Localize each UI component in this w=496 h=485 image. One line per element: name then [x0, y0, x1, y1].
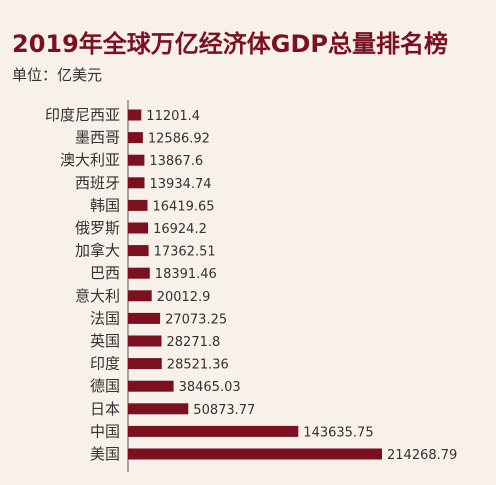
value-label-14: 143635.75	[303, 425, 373, 440]
value-label-11: 28521.36	[167, 358, 229, 373]
value-label-12: 38465.03	[179, 380, 241, 395]
category-label-2: 澳大利亚	[60, 151, 120, 169]
value-label-8: 20012.9	[157, 290, 211, 305]
bar-1	[128, 132, 143, 144]
category-label-11: 印度	[90, 355, 120, 373]
bar-0	[128, 109, 142, 121]
bar-3	[128, 177, 145, 189]
bar-12	[128, 380, 174, 392]
bar-11	[128, 358, 162, 370]
category-label-15: 美国	[90, 445, 120, 463]
value-label-4: 16419.65	[153, 199, 215, 214]
bar-10	[128, 335, 162, 347]
value-label-1: 12586.92	[148, 132, 210, 147]
value-label-6: 17362.51	[154, 245, 216, 260]
chart-title: 2019年全球万亿经济体GDP总量排名榜	[12, 30, 449, 58]
bar-4	[128, 199, 148, 211]
category-label-6: 加拿大	[75, 242, 120, 260]
category-label-8: 意大利	[75, 287, 120, 305]
category-labels-group: 印度尼西亚墨西哥澳大利亚西班牙韩国俄罗斯加拿大巴西意大利法国英国印度德国日本中国…	[45, 106, 120, 463]
category-label-9: 法国	[90, 309, 120, 327]
value-label-3: 13934.74	[150, 177, 212, 192]
category-label-1: 墨西哥	[75, 129, 120, 147]
category-label-4: 韩国	[90, 196, 120, 214]
value-label-5: 16924.2	[153, 222, 207, 237]
value-label-0: 11201.4	[146, 109, 200, 124]
unit-label: 单位：亿美元	[12, 66, 103, 84]
value-label-15: 214268.79	[387, 448, 457, 463]
bar-14	[128, 425, 299, 437]
category-label-0: 印度尼西亚	[45, 106, 120, 124]
bar-15	[128, 448, 382, 460]
value-label-13: 50873.77	[193, 403, 255, 418]
category-label-13: 日本	[90, 400, 120, 418]
category-label-12: 德国	[90, 377, 120, 395]
bar-9	[128, 312, 161, 324]
bar-8	[128, 290, 152, 302]
bar-6	[128, 245, 149, 257]
bar-7	[128, 267, 150, 279]
category-label-14: 中国	[90, 422, 120, 440]
category-label-7: 巴西	[90, 264, 120, 282]
category-label-10: 英国	[90, 332, 120, 350]
category-label-3: 西班牙	[75, 174, 120, 192]
value-label-7: 18391.46	[155, 267, 217, 282]
value-labels-group: 11201.4 12586.92 13867.6 13934.74 16419.65 16…	[146, 109, 457, 463]
bars-group	[128, 109, 382, 460]
value-label-9: 27073.25	[165, 312, 227, 327]
value-label-2: 13867.6	[149, 154, 203, 169]
bar-13	[128, 403, 189, 415]
category-label-5: 俄罗斯	[75, 219, 120, 237]
bar-2	[128, 154, 145, 166]
value-label-10: 28271.8	[167, 335, 221, 350]
bar-5	[128, 222, 149, 234]
